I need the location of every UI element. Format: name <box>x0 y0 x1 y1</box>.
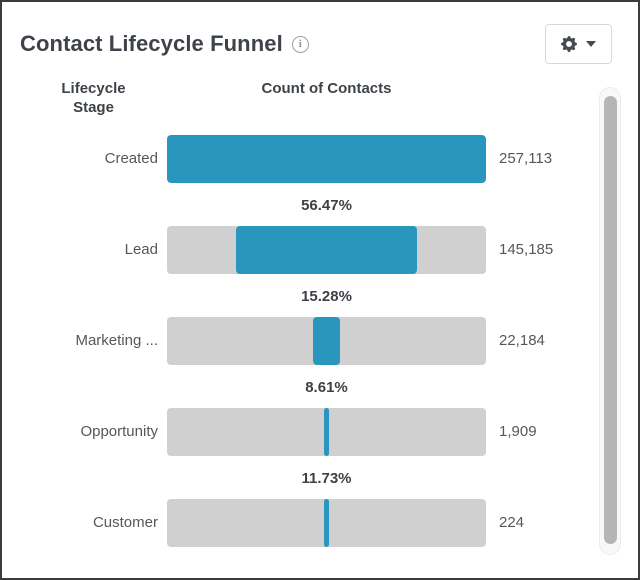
bar-track <box>167 134 486 183</box>
stage-label: Created <box>104 150 158 167</box>
count-value: 1,909 <box>499 423 537 440</box>
scrollbar-track[interactable] <box>599 87 621 555</box>
bar-track <box>167 316 486 365</box>
card-title: Contact Lifecycle Funnel <box>20 31 283 56</box>
info-icon[interactable]: i <box>291 35 309 53</box>
stage-label: Marketing ... <box>75 332 158 349</box>
funnel-row: Customer 224 <box>20 498 638 547</box>
card-header: Contact Lifecycle Funnel i <box>2 2 638 64</box>
title-wrap: Contact Lifecycle Funnel i <box>20 31 309 57</box>
caret-down-icon <box>586 41 596 47</box>
funnel-rows: Created 257,113 56.47% Lead 145,185 15.2… <box>20 134 638 547</box>
bar-fill[interactable] <box>324 498 329 547</box>
funnel-row: Lead 145,185 <box>20 225 638 274</box>
conversion-rate-label: 56.47% <box>301 196 352 214</box>
column-header-stage: Lifecycle Stage <box>20 80 167 118</box>
bar-fill[interactable] <box>312 316 341 365</box>
column-headers: Lifecycle Stage Count of Contacts <box>20 80 638 118</box>
count-value: 224 <box>499 514 525 531</box>
bar-track <box>167 225 486 274</box>
stage-label: Customer <box>92 514 158 531</box>
stage-label: Lead <box>124 241 158 258</box>
scrollbar-thumb[interactable] <box>604 96 617 544</box>
gear-icon <box>561 36 577 52</box>
count-value: 257,113 <box>499 150 553 167</box>
count-value: 145,185 <box>499 241 554 258</box>
bar-fill[interactable] <box>324 407 329 456</box>
column-header-stage-label: Lifecycle Stage <box>61 80 126 116</box>
funnel-row: Opportunity 1,909 <box>20 407 638 456</box>
funnel-chart: Lifecycle Stage Count of Contacts Create… <box>2 80 638 547</box>
column-header-count: Count of Contacts <box>261 80 392 97</box>
funnel-row: Marketing ... 22,184 <box>20 316 638 365</box>
stage-label: Opportunity <box>80 423 158 440</box>
conversion-rate-label: 11.73% <box>301 469 352 487</box>
bar-track <box>167 498 486 547</box>
bar-fill[interactable] <box>167 134 486 183</box>
funnel-row: Created 257,113 <box>20 134 638 183</box>
bar-fill[interactable] <box>236 225 417 274</box>
count-value: 22,184 <box>499 332 545 349</box>
settings-button[interactable] <box>545 24 612 64</box>
conversion-rate-label: 8.61% <box>305 378 348 396</box>
conversion-rate-label: 15.28% <box>301 287 352 305</box>
bar-track <box>167 407 486 456</box>
